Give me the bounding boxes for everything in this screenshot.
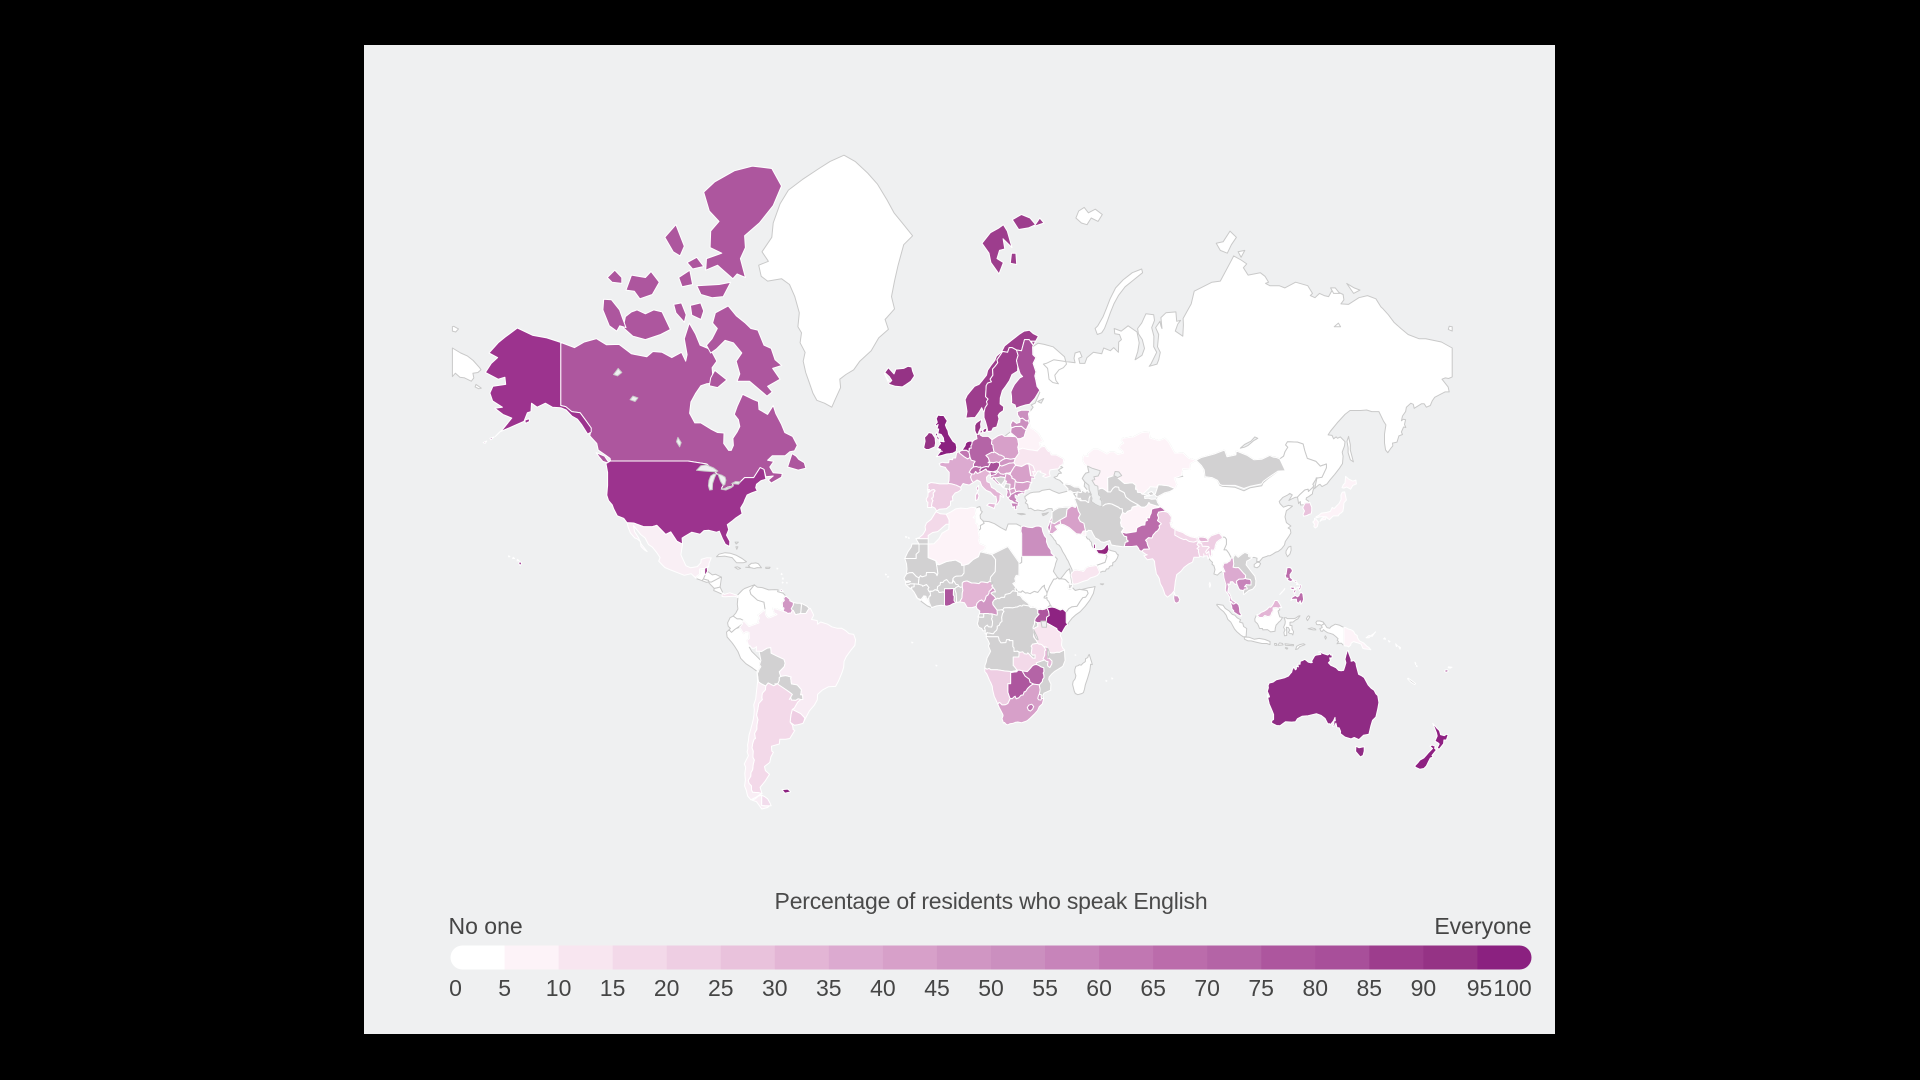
svg-text:0: 0	[449, 975, 462, 1001]
svg-text:80: 80	[1303, 975, 1329, 1001]
svg-text:25: 25	[708, 975, 734, 1001]
svg-text:10: 10	[546, 975, 572, 1001]
svg-text:55: 55	[1032, 975, 1058, 1001]
svg-text:15: 15	[600, 975, 626, 1001]
svg-text:100: 100	[1493, 975, 1531, 1001]
svg-text:No one: No one	[449, 913, 523, 939]
svg-text:70: 70	[1194, 975, 1220, 1001]
svg-text:95: 95	[1467, 975, 1493, 1001]
svg-text:30: 30	[762, 975, 788, 1001]
svg-text:40: 40	[870, 975, 896, 1001]
svg-text:20: 20	[654, 975, 680, 1001]
svg-text:75: 75	[1248, 975, 1274, 1001]
svg-text:5: 5	[498, 975, 511, 1001]
svg-text:85: 85	[1357, 975, 1383, 1001]
svg-text:90: 90	[1411, 975, 1437, 1001]
svg-text:35: 35	[816, 975, 842, 1001]
svg-text:65: 65	[1140, 975, 1166, 1001]
svg-text:60: 60	[1086, 975, 1112, 1001]
svg-text:45: 45	[924, 975, 950, 1001]
svg-text:50: 50	[978, 975, 1004, 1001]
svg-text:Everyone: Everyone	[1434, 913, 1531, 939]
svg-text:Percentage of residents who sp: Percentage of residents who speak Englis…	[775, 888, 1208, 914]
